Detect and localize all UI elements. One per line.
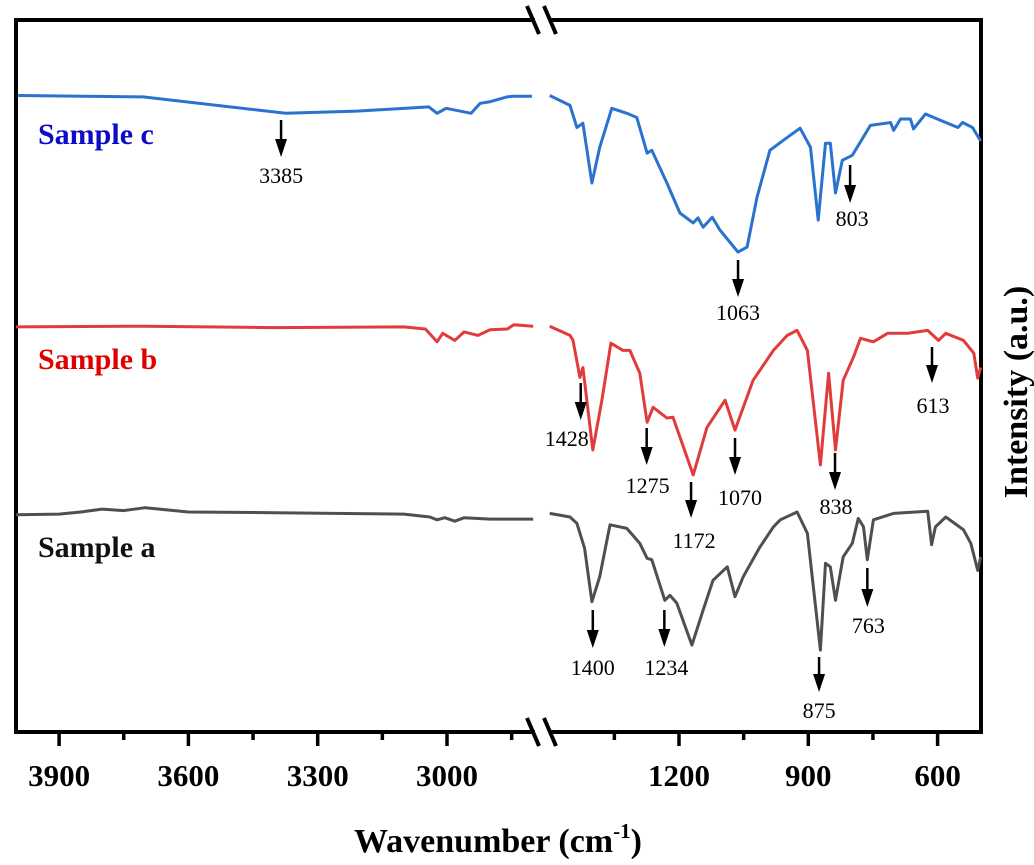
peak-annotation-1234: 1234 bbox=[644, 610, 688, 680]
arrow-down-icon bbox=[729, 457, 742, 475]
peak-annotation-1400: 1400 bbox=[571, 610, 615, 680]
arrow-down-icon bbox=[586, 630, 599, 648]
peak-label: 838 bbox=[820, 494, 853, 519]
sample-a-spectrum-left bbox=[15, 506, 534, 523]
peak-label: 875 bbox=[803, 698, 836, 723]
arrow-down-icon bbox=[861, 589, 874, 607]
peak-label: 803 bbox=[836, 206, 869, 231]
series-labels: Sample c Sample b Sample a bbox=[38, 118, 157, 564]
arrow-down-icon bbox=[844, 185, 857, 203]
peak-label: 3385 bbox=[259, 163, 303, 188]
arrow-down-icon bbox=[685, 500, 698, 518]
x-axis-ticks: 3900 3600 3300 3000 1200 900 600 bbox=[28, 732, 961, 793]
arrow-down-icon bbox=[574, 402, 587, 420]
series-label-sample-c: Sample c bbox=[38, 118, 154, 151]
peak-annotation-1172: 1172 bbox=[672, 482, 716, 553]
tick-label: 3900 bbox=[28, 758, 90, 793]
tick-label: 3300 bbox=[287, 758, 349, 793]
peak-label: 1400 bbox=[571, 655, 615, 680]
tick-label: 1200 bbox=[648, 758, 710, 793]
peak-annotation-875: 875 bbox=[803, 657, 836, 723]
arrow-down-icon bbox=[658, 629, 671, 647]
series-label-sample-b: Sample b bbox=[38, 343, 157, 376]
sample-b-spectrum-right bbox=[549, 324, 983, 477]
arrow-down-icon bbox=[275, 139, 288, 157]
arrow-down-icon bbox=[829, 472, 842, 490]
peak-annotation-763: 763 bbox=[852, 568, 885, 638]
sample-a-spectrum-right bbox=[549, 509, 983, 652]
series-label-sample-a: Sample a bbox=[38, 531, 156, 564]
peak-annotation-1275: 1275 bbox=[626, 428, 670, 498]
peak-label: 613 bbox=[916, 393, 949, 418]
peak-label: 763 bbox=[852, 613, 885, 638]
tick-label: 3600 bbox=[157, 758, 219, 793]
arrow-down-icon bbox=[925, 365, 938, 383]
arrow-down-icon bbox=[640, 447, 653, 465]
peak-annotation-838: 838 bbox=[820, 453, 853, 519]
peak-annotation-1070: 1070 bbox=[718, 438, 762, 510]
axis-break-mark bbox=[525, 717, 541, 747]
sample-c-spectrum-left bbox=[18, 94, 532, 115]
axis-break-mark bbox=[525, 5, 541, 35]
peak-label: 1275 bbox=[626, 473, 670, 498]
peak-annotation-1428: 1428 bbox=[545, 383, 589, 451]
peak-label: 1063 bbox=[716, 300, 760, 325]
y-axis-title: Intensity (a.u.) bbox=[998, 286, 1034, 499]
peak-label: 1172 bbox=[672, 528, 715, 553]
peak-label: 1428 bbox=[545, 426, 589, 451]
x-axis-title: Wavenumber (cm-1) bbox=[354, 819, 642, 860]
peak-label: 1070 bbox=[718, 485, 762, 510]
peak-annotation-1063: 1063 bbox=[716, 260, 760, 325]
plot-frame bbox=[14, 5, 983, 747]
tick-label: 600 bbox=[914, 758, 961, 793]
sample-c-spectrum-right bbox=[549, 94, 982, 254]
arrow-down-icon bbox=[732, 279, 745, 297]
spectra bbox=[15, 94, 983, 652]
peak-annotation-613: 613 bbox=[916, 347, 949, 418]
peak-annotation-803: 803 bbox=[836, 165, 869, 231]
peak-annotation-3385: 3385 bbox=[259, 120, 303, 188]
arrow-down-icon bbox=[813, 674, 826, 692]
axis-break-mark bbox=[542, 717, 558, 747]
sample-b-spectrum-left bbox=[15, 323, 534, 344]
axis-break-mark bbox=[542, 5, 558, 35]
tick-label: 3000 bbox=[416, 758, 478, 793]
tick-label: 900 bbox=[785, 758, 832, 793]
peak-label: 1234 bbox=[644, 655, 688, 680]
